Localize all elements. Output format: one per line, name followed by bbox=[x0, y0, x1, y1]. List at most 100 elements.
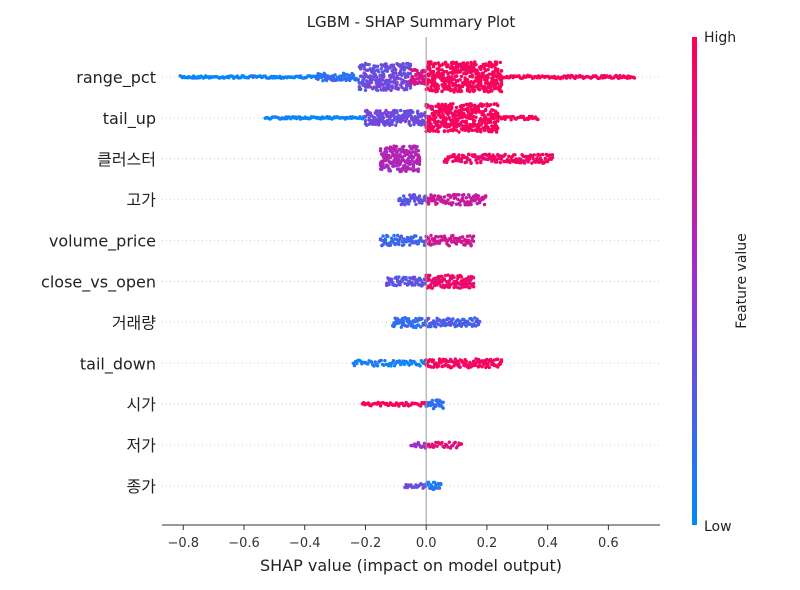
shap-point bbox=[503, 117, 507, 122]
shap-point bbox=[387, 282, 391, 287]
shap-point bbox=[386, 164, 390, 168]
shap-point bbox=[351, 73, 355, 77]
shap-point bbox=[381, 234, 385, 238]
shap-point bbox=[383, 237, 388, 241]
shap-point bbox=[421, 198, 425, 202]
shap-point bbox=[465, 78, 470, 82]
shap-point bbox=[398, 237, 402, 241]
shap-point bbox=[532, 153, 536, 157]
shap-point bbox=[522, 161, 527, 165]
shap-point bbox=[496, 81, 500, 86]
shap-point bbox=[363, 119, 368, 123]
shap-point bbox=[399, 234, 403, 238]
feature-label: 시가 bbox=[127, 395, 157, 414]
shap-point bbox=[391, 359, 396, 363]
shap-point bbox=[352, 363, 357, 368]
shap-point bbox=[488, 120, 493, 125]
shap-point bbox=[477, 320, 482, 324]
shap-point bbox=[369, 113, 374, 118]
shap-point bbox=[508, 160, 512, 165]
shap-point bbox=[430, 485, 434, 489]
shap-point bbox=[492, 71, 496, 76]
shap-point bbox=[428, 273, 432, 278]
shap-point bbox=[462, 71, 466, 76]
shap-point bbox=[471, 285, 476, 289]
shap-point bbox=[321, 79, 325, 83]
shap-point bbox=[416, 323, 420, 327]
feature-row: volume_price bbox=[49, 232, 660, 252]
shap-point bbox=[417, 194, 422, 198]
feature-row: 고가 bbox=[127, 191, 660, 210]
shap-point bbox=[436, 102, 440, 106]
shap-point bbox=[479, 130, 483, 134]
shap-point bbox=[469, 242, 473, 247]
shap-point bbox=[474, 363, 478, 367]
shap-point bbox=[414, 202, 418, 207]
shap-point bbox=[467, 153, 471, 157]
shap-point bbox=[473, 119, 477, 123]
shap-point bbox=[421, 444, 425, 448]
shap-point bbox=[479, 160, 483, 165]
shap-point bbox=[452, 77, 456, 82]
shap-point bbox=[471, 234, 476, 238]
shap-point bbox=[443, 120, 448, 124]
shap-point bbox=[367, 62, 371, 67]
shap-point bbox=[402, 319, 406, 323]
shap-point bbox=[440, 89, 444, 94]
shap-point bbox=[399, 325, 403, 329]
shap-point bbox=[477, 88, 482, 92]
shap-point bbox=[414, 234, 418, 238]
shap-point bbox=[458, 203, 462, 207]
shap-point bbox=[408, 199, 412, 203]
shap-point bbox=[411, 110, 415, 115]
shap-point bbox=[454, 128, 459, 132]
feature-row: tail_down bbox=[80, 354, 660, 374]
shap-point bbox=[459, 275, 464, 279]
shap-point bbox=[356, 77, 360, 82]
shap-point bbox=[377, 70, 381, 74]
shap-point bbox=[377, 123, 381, 127]
shap-point bbox=[464, 120, 468, 125]
shap-point bbox=[402, 362, 406, 367]
shap-point bbox=[405, 117, 409, 121]
shap-point bbox=[531, 156, 535, 161]
x-tick-label: −0.4 bbox=[289, 536, 321, 551]
feature-row: 거래량 bbox=[112, 313, 660, 332]
shap-point bbox=[436, 322, 440, 326]
shap-point bbox=[397, 242, 401, 247]
shap-point bbox=[391, 150, 395, 154]
shap-point bbox=[454, 105, 459, 110]
shap-point bbox=[429, 324, 433, 329]
x-tick-label: −0.6 bbox=[228, 536, 260, 551]
shap-point bbox=[436, 364, 440, 368]
shap-point bbox=[447, 244, 451, 248]
shap-point bbox=[475, 161, 479, 165]
shap-point bbox=[447, 440, 451, 444]
shap-point bbox=[494, 160, 499, 164]
shap-point bbox=[380, 238, 384, 242]
shap-point bbox=[447, 279, 451, 283]
shap-point bbox=[441, 400, 445, 404]
shap-point bbox=[471, 281, 476, 286]
shap-point bbox=[451, 102, 455, 106]
shap-point bbox=[429, 233, 433, 238]
shap-point bbox=[521, 114, 526, 119]
shap-point bbox=[498, 60, 502, 65]
shap-point bbox=[454, 74, 459, 78]
shap-point bbox=[467, 109, 471, 114]
shap-point bbox=[481, 103, 485, 108]
x-tick-label: 0.0 bbox=[416, 536, 437, 551]
shap-point bbox=[456, 118, 460, 123]
shap-point bbox=[457, 130, 461, 134]
shap-point bbox=[459, 159, 464, 164]
shap-point bbox=[395, 82, 399, 86]
shap-point bbox=[468, 158, 472, 162]
shap-point bbox=[473, 88, 477, 93]
shap-point bbox=[389, 277, 394, 281]
shap-point bbox=[468, 89, 472, 94]
shap-point bbox=[446, 198, 450, 202]
shap-point bbox=[390, 85, 394, 90]
shap-point bbox=[388, 84, 392, 88]
shap-point bbox=[460, 84, 465, 89]
shap-point bbox=[398, 283, 402, 287]
